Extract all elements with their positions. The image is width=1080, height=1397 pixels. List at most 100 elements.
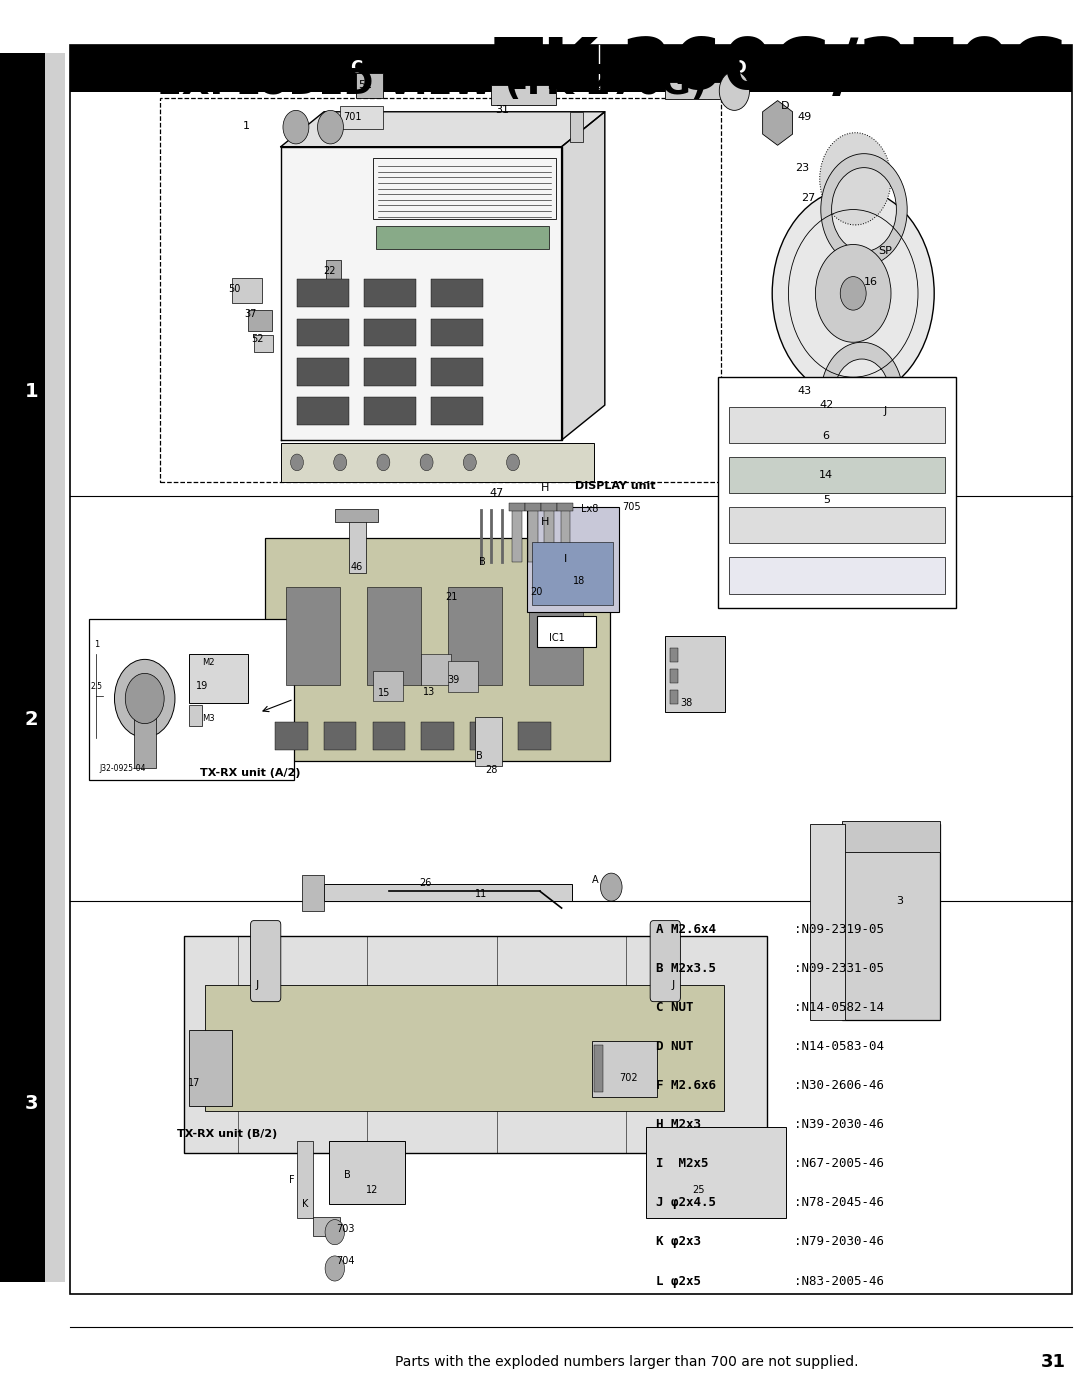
Text: 15: 15 xyxy=(378,687,391,698)
Text: I: I xyxy=(564,553,568,564)
Text: 2: 2 xyxy=(25,710,38,729)
Bar xyxy=(45,53,65,1282)
Text: 25: 25 xyxy=(692,1185,705,1196)
Text: 38: 38 xyxy=(680,697,693,708)
Circle shape xyxy=(283,110,309,144)
Bar xyxy=(364,319,416,346)
Text: 2.5: 2.5 xyxy=(91,682,103,690)
Bar xyxy=(527,507,619,612)
Polygon shape xyxy=(281,112,605,147)
Bar xyxy=(670,648,678,662)
Bar xyxy=(324,722,356,750)
Bar xyxy=(729,557,945,594)
Text: 6: 6 xyxy=(823,430,829,441)
Circle shape xyxy=(377,454,390,471)
Text: H: H xyxy=(541,482,550,493)
Text: 19: 19 xyxy=(195,680,208,692)
Bar xyxy=(297,358,349,386)
Text: :N39-2030-46: :N39-2030-46 xyxy=(794,1118,883,1132)
Text: 3: 3 xyxy=(896,895,903,907)
Text: EXPLODED VIEW (TK-270G): EXPLODED VIEW (TK-270G) xyxy=(157,67,707,101)
Text: J: J xyxy=(671,979,675,990)
Bar xyxy=(541,503,557,511)
Bar xyxy=(512,506,522,562)
Bar xyxy=(232,278,262,303)
Bar xyxy=(729,407,945,443)
Bar xyxy=(509,503,525,511)
Text: :N09-2331-05: :N09-2331-05 xyxy=(794,961,883,975)
Text: 21: 21 xyxy=(445,591,458,602)
Bar xyxy=(842,821,940,852)
Text: H: H xyxy=(541,517,550,528)
FancyBboxPatch shape xyxy=(251,921,281,1002)
Text: 705: 705 xyxy=(622,502,642,513)
Text: M2: M2 xyxy=(202,658,215,666)
Bar xyxy=(189,1030,232,1106)
Bar xyxy=(326,260,341,291)
Bar xyxy=(134,712,156,768)
Text: C NUT: C NUT xyxy=(656,1000,693,1014)
Text: 16: 16 xyxy=(864,277,877,288)
Bar xyxy=(475,717,502,766)
Bar xyxy=(189,654,248,703)
Text: 14: 14 xyxy=(819,469,834,481)
Bar xyxy=(364,397,416,425)
Text: :N09-2319-05: :N09-2319-05 xyxy=(794,922,883,936)
Text: D: D xyxy=(733,60,746,77)
Text: :N78-2045-46: :N78-2045-46 xyxy=(794,1196,883,1210)
Circle shape xyxy=(719,71,750,110)
Bar xyxy=(670,669,678,683)
Bar xyxy=(70,45,1072,1294)
Bar xyxy=(302,875,324,911)
Text: 18: 18 xyxy=(572,576,585,587)
Text: J: J xyxy=(255,979,259,990)
Text: :N83-2005-46: :N83-2005-46 xyxy=(794,1274,883,1288)
Text: 48: 48 xyxy=(759,75,774,87)
Bar xyxy=(184,936,767,1153)
Text: 23: 23 xyxy=(795,162,810,173)
Text: 39: 39 xyxy=(447,675,460,686)
Bar xyxy=(665,636,725,712)
Bar xyxy=(594,1045,603,1092)
Bar xyxy=(529,587,583,685)
Bar xyxy=(570,112,583,142)
Bar xyxy=(646,1127,786,1218)
Bar xyxy=(448,661,478,692)
Circle shape xyxy=(125,673,164,724)
Text: B: B xyxy=(345,1169,351,1180)
Bar xyxy=(329,1141,405,1204)
Bar xyxy=(448,587,502,685)
Bar xyxy=(205,985,724,1111)
Bar xyxy=(160,98,721,482)
Text: 13: 13 xyxy=(422,686,435,697)
Text: A M2.6x4: A M2.6x4 xyxy=(656,922,716,936)
Bar xyxy=(544,506,554,562)
Bar xyxy=(431,397,483,425)
Circle shape xyxy=(114,659,175,738)
Bar xyxy=(265,538,610,761)
Bar xyxy=(557,503,573,511)
Text: 17: 17 xyxy=(188,1077,201,1088)
Text: :N79-2030-46: :N79-2030-46 xyxy=(794,1235,883,1249)
Text: 11: 11 xyxy=(474,888,487,900)
Bar xyxy=(297,397,349,425)
Text: A: A xyxy=(592,875,598,886)
Bar xyxy=(297,279,349,307)
Circle shape xyxy=(325,1256,345,1281)
Text: 1: 1 xyxy=(243,120,249,131)
Text: 46: 46 xyxy=(350,562,363,573)
Bar xyxy=(525,503,541,511)
Text: 701: 701 xyxy=(342,112,362,123)
Text: J: J xyxy=(883,405,888,416)
Bar xyxy=(89,619,294,780)
Text: 47: 47 xyxy=(489,488,504,499)
Bar xyxy=(665,82,725,99)
Text: 51: 51 xyxy=(359,80,372,91)
Text: F M2.6x6: F M2.6x6 xyxy=(656,1078,716,1092)
Text: :N67-2005-46: :N67-2005-46 xyxy=(794,1157,883,1171)
Bar xyxy=(0,53,63,1282)
Polygon shape xyxy=(281,147,562,440)
Bar xyxy=(248,310,272,331)
Bar xyxy=(356,73,383,98)
Bar xyxy=(421,722,454,750)
